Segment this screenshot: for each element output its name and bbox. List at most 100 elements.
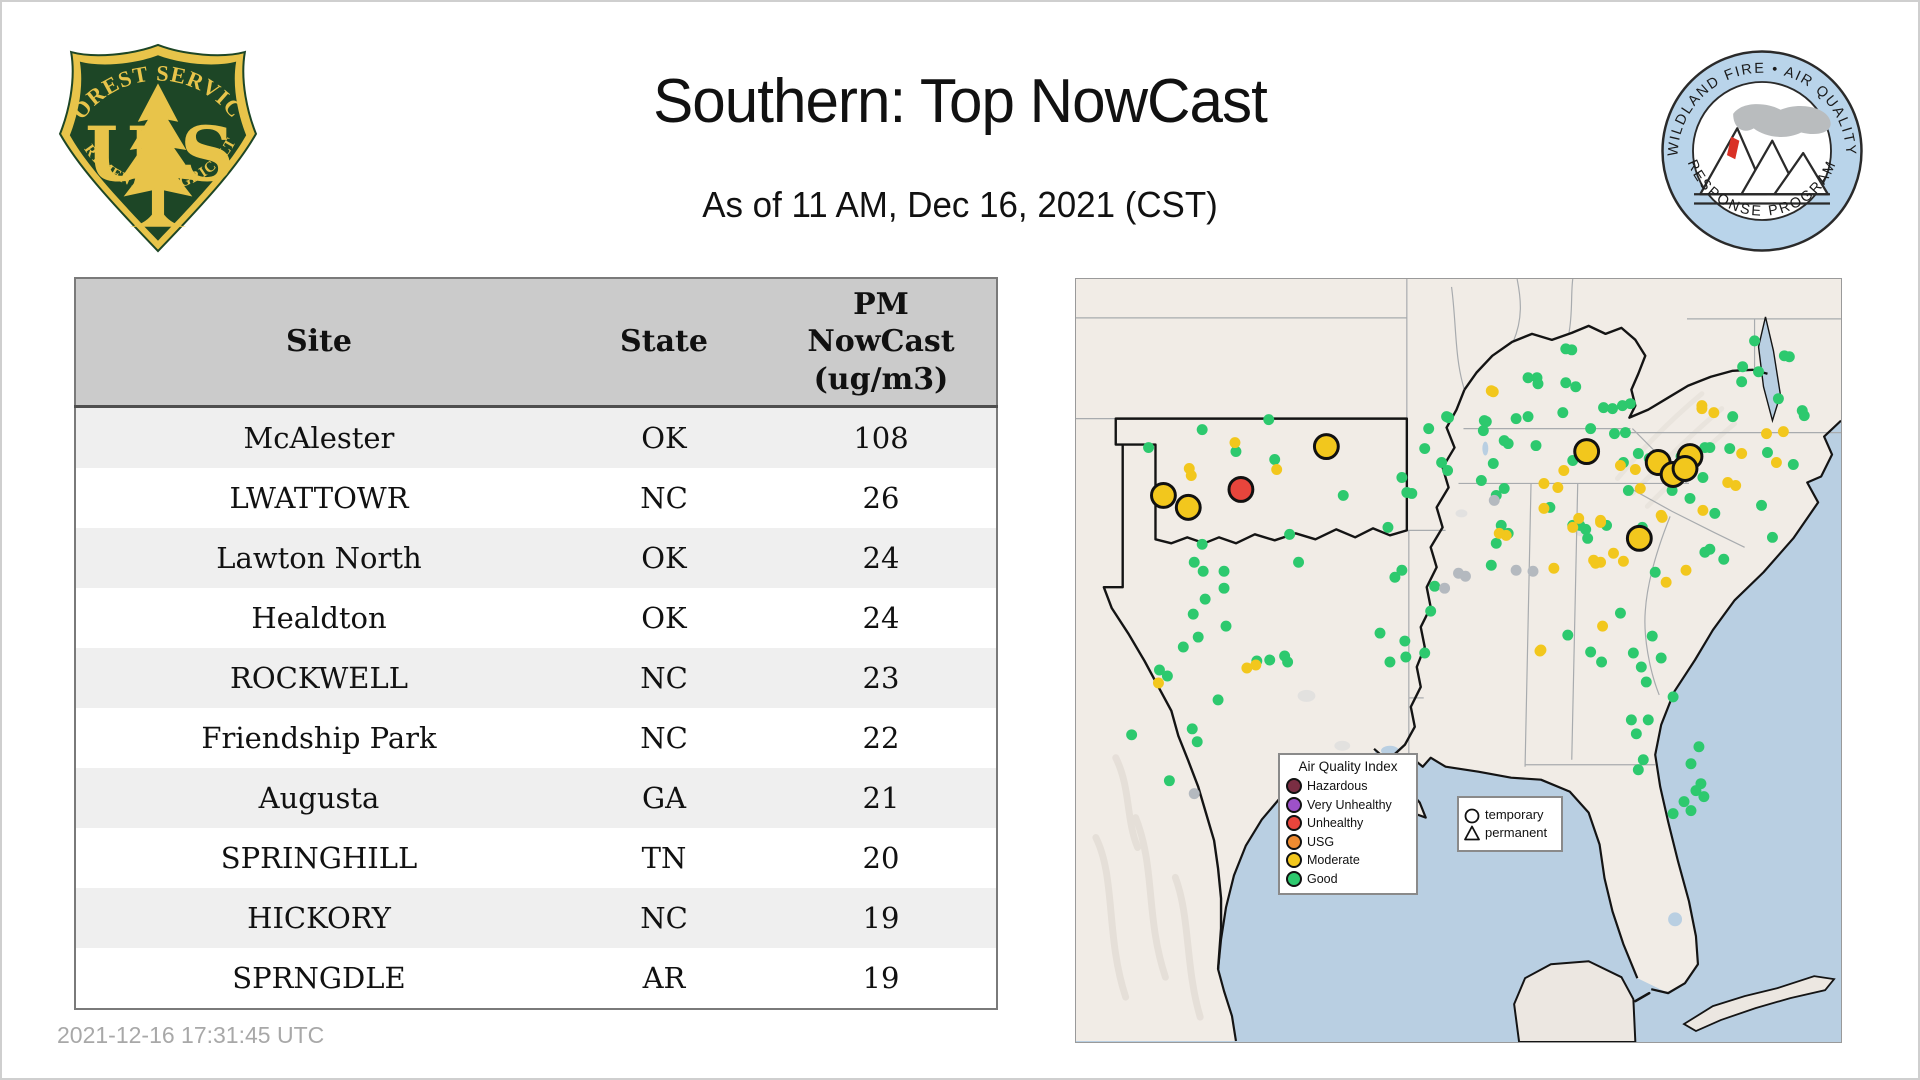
monitor-dot-good: [1678, 796, 1690, 808]
state-cell: NC: [562, 648, 766, 708]
lakes: [1381, 441, 1683, 927]
monitor-dot-good: [1220, 620, 1232, 632]
top-site-marker: [1312, 433, 1340, 461]
temporary-circle-icon: [1464, 808, 1480, 824]
monitor-dot-good: [1293, 556, 1305, 568]
aqi-swatch-icon: [1286, 796, 1302, 813]
monitor-dot-good: [1196, 424, 1208, 436]
monitor-dot-good: [1585, 646, 1597, 658]
monitor-dot-good: [1384, 656, 1396, 668]
value-cell: 20: [766, 828, 997, 888]
monitor-dot-good: [1699, 442, 1711, 454]
monitor-dot-good: [1766, 531, 1778, 543]
monitor-dot-moderate: [1614, 460, 1626, 471]
monitor-dot-good: [1632, 448, 1644, 460]
table-row: Lawton North OK 24: [75, 528, 997, 588]
monitor-dot-moderate: [1548, 562, 1560, 574]
monitor-dot-good: [1186, 723, 1198, 735]
state-cell: NC: [562, 888, 766, 948]
monitor-dot-moderate: [1722, 476, 1734, 488]
monitor-dot-good: [1632, 764, 1644, 776]
monitor-dot-good: [1475, 474, 1487, 486]
monitor-dot-good: [1191, 736, 1203, 748]
monitor-dot-good: [1727, 411, 1739, 423]
monitor-dot-good: [1607, 403, 1618, 415]
monitor-dot-good: [1436, 457, 1448, 469]
monitor-dot-moderate: [1777, 426, 1789, 438]
site-cell: Lawton North: [75, 528, 562, 588]
monitor-dot-good: [1161, 670, 1173, 682]
aqi-legend-label: Moderate: [1307, 853, 1360, 868]
monitor-dot-good: [1143, 442, 1154, 454]
mountains-icon: [1694, 127, 1830, 205]
site-cell: McAlester: [75, 406, 562, 468]
table-row: Friendship Park NC 22: [75, 708, 997, 768]
monitor-dot-good: [1630, 728, 1642, 740]
monitor-dot-good: [1690, 785, 1702, 797]
monitor-dot-good: [1530, 440, 1542, 452]
monitor-dot-good: [1163, 775, 1175, 787]
monitor-dot-moderate: [1696, 403, 1708, 415]
aqi-legend-entry: Good: [1286, 870, 1410, 889]
monitor-dot-good: [1635, 661, 1647, 673]
usfs-logo: FOREST SERVICE U S DEPARTMENT OF AGRICUL…: [57, 42, 258, 253]
site-cell: Healdton: [75, 588, 562, 648]
generation-timestamp: 2021-12-16 17:31:45 UTC: [57, 1022, 325, 1048]
monitor-dot-moderate: [1595, 516, 1607, 528]
table-row: LWATTOWR NC 26: [75, 468, 997, 528]
top-sites-layer: [1150, 433, 1704, 552]
monitor-dot-good: [1560, 377, 1572, 389]
monitor-dot-good: [1269, 454, 1281, 466]
monitor-dot-good: [1263, 414, 1275, 426]
monitor-dot-good: [1264, 654, 1276, 666]
monitor-dot-good: [1749, 335, 1761, 347]
monitor-dot-good: [1423, 423, 1435, 435]
monitor-dot-good: [1389, 571, 1401, 583]
monitor-dot-moderate: [1573, 512, 1585, 524]
monitor-dot-good: [1284, 528, 1296, 540]
page-subtitle: As of 11 AM, Dec 16, 2021 (CST): [702, 184, 1218, 225]
value-cell: 24: [766, 588, 997, 648]
monitor-dot-good: [1619, 427, 1631, 439]
site-cell: Friendship Park: [75, 708, 562, 768]
monitor-dot-good: [1374, 627, 1386, 639]
aqi-swatch-icon: [1286, 778, 1302, 795]
monitor-dot-moderate: [1250, 659, 1262, 671]
monitor-dot-moderate: [1629, 464, 1641, 475]
monitor-dot-moderate: [1608, 547, 1619, 559]
table-row: Healdton OK 24: [75, 588, 997, 648]
top-site-marker: [1625, 524, 1653, 552]
terrain-shading: [1092, 754, 1204, 1021]
monitor-dot-other: [1439, 582, 1451, 594]
value-cell: 22: [766, 708, 997, 768]
monitor-dot-good: [1218, 582, 1230, 594]
monitor-dot-moderate: [1656, 511, 1668, 523]
state-cell: NC: [562, 708, 766, 768]
monitor-dot-good: [1642, 714, 1654, 726]
top-site-marker: [1573, 438, 1601, 466]
monitor-dot-good: [1596, 656, 1608, 668]
top-site-marker: [1671, 455, 1699, 482]
aqi-legend-entry: Moderate: [1286, 851, 1410, 870]
value-cell: 108: [766, 406, 997, 468]
monitor-dot-good: [1522, 411, 1534, 423]
temporary-label: temporary: [1485, 807, 1544, 823]
monitor-dot-good: [1490, 537, 1502, 549]
monitor-dot-good: [1685, 805, 1697, 817]
monitor-dot-good: [1382, 521, 1394, 533]
monitor-dot-good: [1685, 758, 1697, 770]
column-header-pm-nowcast: PM NowCast (ug/m3): [766, 278, 997, 408]
monitor-dot-good: [1560, 343, 1572, 355]
monitor-dot-good: [1724, 443, 1736, 455]
monitor-dot-good: [1693, 741, 1705, 753]
monitor-dot-good: [1778, 350, 1790, 362]
state-cell: GA: [562, 768, 766, 828]
site-cell: ROCKWELL: [75, 648, 562, 708]
monitor-dot-good: [1510, 413, 1522, 425]
monitor-dot-moderate: [1241, 662, 1253, 674]
site-cell: Augusta: [75, 768, 562, 828]
monitor-dot-good: [1798, 410, 1810, 422]
monitor-dot-moderate: [1708, 407, 1720, 419]
monitor-dot-good: [1667, 691, 1679, 703]
monitor-dot-good: [1399, 635, 1411, 647]
